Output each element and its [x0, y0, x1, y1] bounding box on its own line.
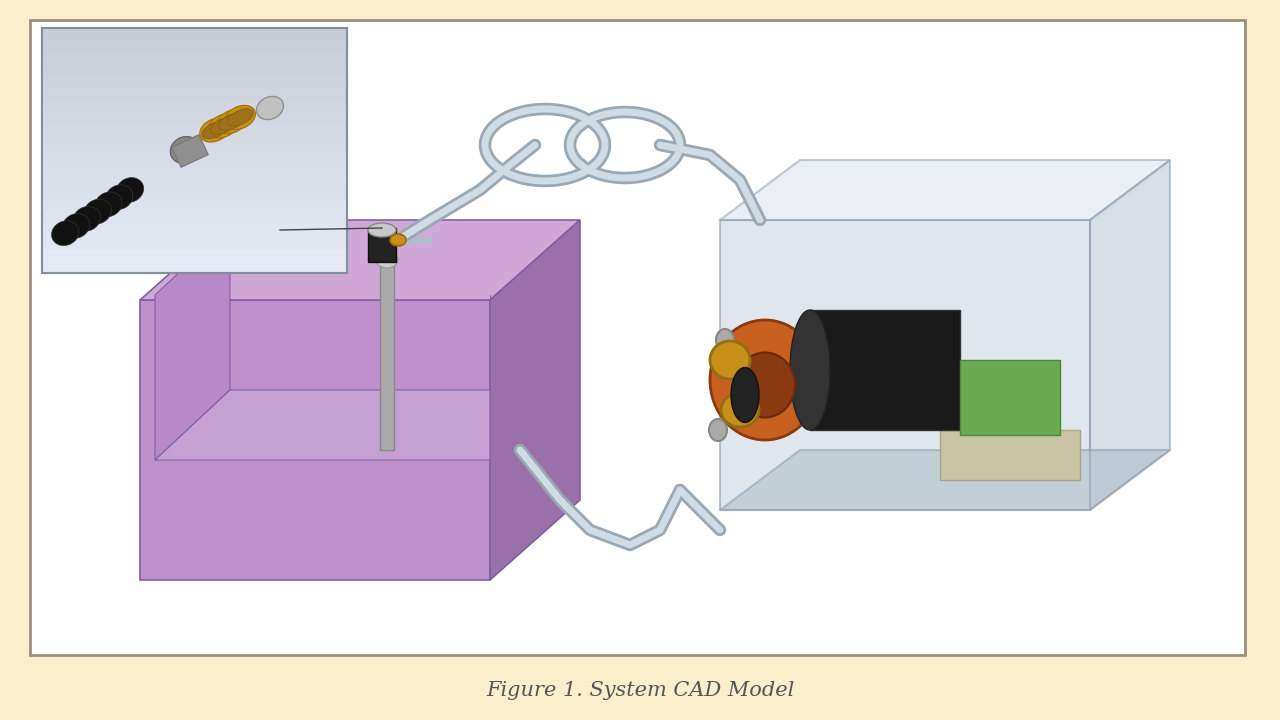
Ellipse shape	[84, 199, 111, 224]
Polygon shape	[140, 220, 580, 300]
Ellipse shape	[200, 118, 230, 142]
Bar	[42, 77, 347, 90]
Bar	[810, 310, 960, 430]
Bar	[42, 150, 347, 163]
Polygon shape	[155, 390, 490, 460]
Bar	[960, 360, 1060, 435]
Ellipse shape	[219, 113, 244, 130]
Ellipse shape	[710, 320, 820, 440]
Bar	[42, 89, 347, 102]
Bar	[42, 102, 347, 114]
Bar	[42, 28, 347, 273]
Ellipse shape	[376, 252, 398, 268]
Ellipse shape	[735, 353, 795, 418]
Bar	[42, 212, 347, 225]
Ellipse shape	[790, 310, 829, 430]
Bar	[42, 163, 347, 176]
Polygon shape	[1091, 160, 1170, 510]
Bar	[380, 260, 394, 450]
Bar	[42, 53, 347, 66]
Bar	[369, 228, 396, 262]
Ellipse shape	[170, 137, 200, 163]
Ellipse shape	[716, 329, 733, 351]
Ellipse shape	[202, 122, 228, 139]
Bar	[42, 261, 347, 274]
Polygon shape	[140, 300, 490, 580]
Ellipse shape	[369, 223, 396, 237]
Polygon shape	[719, 220, 1091, 510]
Bar	[42, 248, 347, 262]
Bar	[42, 40, 347, 53]
Ellipse shape	[709, 419, 727, 441]
Ellipse shape	[731, 367, 759, 423]
Ellipse shape	[116, 178, 143, 202]
Ellipse shape	[390, 234, 406, 246]
Bar	[42, 224, 347, 238]
Bar	[42, 175, 347, 188]
Bar	[42, 114, 347, 127]
Bar	[42, 126, 347, 139]
Bar	[42, 138, 347, 151]
Bar	[172, 135, 209, 167]
Bar	[42, 28, 347, 41]
Ellipse shape	[721, 393, 759, 427]
Polygon shape	[155, 225, 230, 460]
Bar	[42, 187, 347, 200]
Ellipse shape	[209, 114, 238, 138]
Ellipse shape	[210, 117, 237, 135]
Ellipse shape	[51, 221, 79, 246]
Ellipse shape	[105, 185, 133, 210]
Polygon shape	[719, 450, 1170, 510]
Ellipse shape	[95, 192, 122, 217]
Ellipse shape	[73, 207, 100, 231]
Bar	[29, 20, 1245, 655]
Ellipse shape	[710, 341, 750, 379]
Ellipse shape	[256, 96, 283, 120]
Ellipse shape	[227, 109, 253, 126]
Bar	[42, 236, 347, 250]
Bar	[42, 199, 347, 212]
Text: Figure 1. System CAD Model: Figure 1. System CAD Model	[486, 680, 794, 700]
Ellipse shape	[225, 105, 256, 130]
Bar	[42, 28, 347, 273]
Polygon shape	[490, 220, 580, 580]
Bar	[940, 430, 1080, 480]
Polygon shape	[719, 160, 1170, 220]
Ellipse shape	[63, 214, 90, 238]
Bar	[42, 65, 347, 78]
Ellipse shape	[216, 109, 247, 134]
